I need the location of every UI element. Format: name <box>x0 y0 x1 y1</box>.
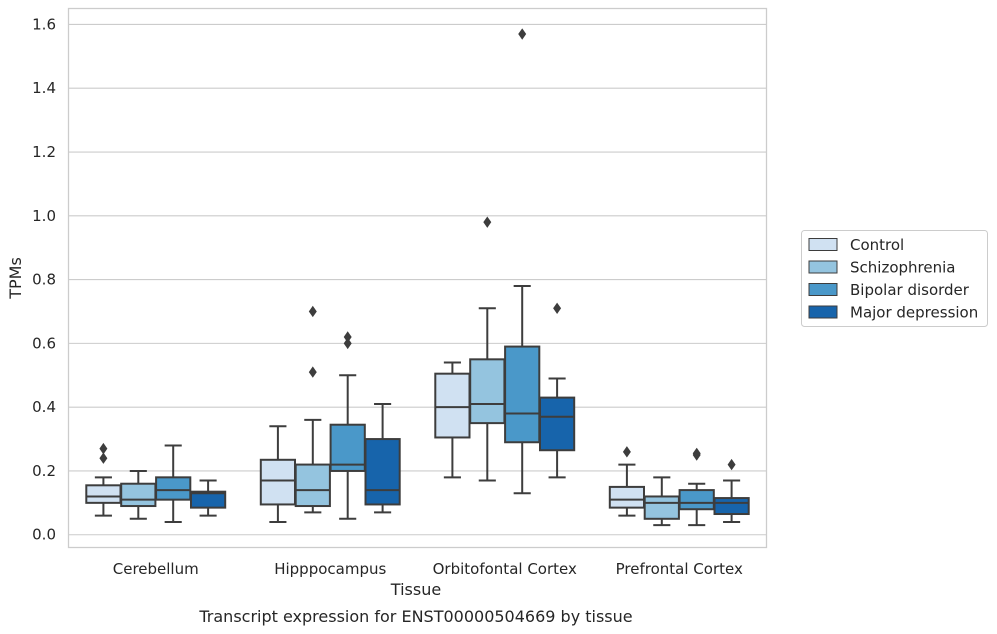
legend-item: Schizophrenia <box>808 259 955 277</box>
legend-swatch <box>808 238 838 251</box>
box <box>85 442 122 517</box>
box <box>434 361 471 479</box>
series-control <box>85 361 646 523</box>
y-tick-label: 1.0 <box>32 207 56 225</box>
box <box>189 479 227 517</box>
legend-label: Bipolar disorder <box>850 281 970 299</box>
y-tick-label: 1.2 <box>32 143 56 161</box>
x-tick-label: Orbitofontal Cortex <box>433 560 577 578</box>
box <box>259 425 297 523</box>
box <box>608 446 646 517</box>
box-body <box>608 485 646 509</box>
box-body <box>643 495 680 520</box>
outlier-point <box>483 216 492 228</box>
legend-item: Control <box>808 236 904 254</box>
x-tick-label: Cerebellum <box>113 560 199 578</box>
plot-area <box>67 7 768 549</box>
series-major-depression <box>189 302 750 523</box>
outlier-point <box>727 458 736 471</box>
gridlines <box>68 23 767 536</box>
box-body <box>678 489 715 511</box>
box <box>155 444 192 523</box>
box-body <box>189 490 227 509</box>
y-tick-label: 0.0 <box>32 526 56 544</box>
box-body <box>155 476 192 501</box>
y-axis-ticks: 0.0 0.2 0.4 0.6 0.8 1.0 1.2 1.4 1.6 <box>32 15 56 543</box>
outlier-point <box>343 337 352 350</box>
legend-label: Control <box>850 236 904 254</box>
y-tick-label: 1.6 <box>32 15 56 33</box>
outlier-point <box>99 442 108 455</box>
box <box>364 402 401 514</box>
x-axis-label: Tissue <box>390 580 441 599</box>
legend-item: Major depression <box>808 304 978 322</box>
series-bipolar-disorder <box>155 28 715 527</box>
box-body <box>259 458 297 506</box>
y-axis-label: TPMs <box>6 257 25 300</box>
legend-swatch <box>808 283 838 296</box>
legend-label: Major depression <box>850 304 978 322</box>
outlier-point <box>518 28 527 40</box>
box-body <box>469 358 506 425</box>
legend-label: Schizophrenia <box>850 259 955 277</box>
x-axis-ticks: Cerebellum Hipppocampus Orbitofontal Corte… <box>113 560 743 578</box>
box-body <box>504 345 541 444</box>
box <box>678 447 715 527</box>
box-body <box>294 463 331 508</box>
box-body <box>329 423 366 472</box>
box <box>469 216 506 482</box>
box <box>713 458 750 523</box>
box-body <box>364 438 401 506</box>
box-body <box>120 482 157 508</box>
y-tick-label: 0.2 <box>32 462 56 480</box>
outlier-point <box>308 366 317 378</box>
box-body <box>85 484 122 504</box>
y-tick-label: 0.6 <box>32 334 56 352</box>
box-body <box>434 372 471 439</box>
y-tick-label: 0.4 <box>32 398 56 416</box>
legend-swatch <box>808 260 838 274</box>
box <box>538 302 576 479</box>
legend: Control Schizophrenia Bipolar disorder Majo… <box>801 230 988 327</box>
outlier-point <box>553 302 562 314</box>
x-tick-label: Hipppocampus <box>274 560 386 578</box>
y-tick-label: 0.8 <box>32 271 56 289</box>
chart-caption: Transcript expression for ENST0000050466… <box>198 607 632 626</box>
outlier-point <box>99 452 108 464</box>
outlier-point <box>692 447 701 460</box>
box-body <box>713 497 750 516</box>
outlier-point <box>308 305 317 318</box>
legend-swatch <box>808 305 838 319</box>
box <box>294 305 331 514</box>
box <box>504 28 541 495</box>
outlier-point <box>343 331 352 343</box>
box-series <box>85 28 750 527</box>
legend-frame <box>801 230 988 327</box>
x-tick-label: Prefrontal Cortex <box>616 560 743 578</box>
box-body <box>538 396 576 452</box>
box <box>329 331 366 520</box>
legend-item: Bipolar disorder <box>808 281 970 299</box>
outlier-point <box>622 446 631 458</box>
y-tick-label: 1.4 <box>32 79 56 97</box>
